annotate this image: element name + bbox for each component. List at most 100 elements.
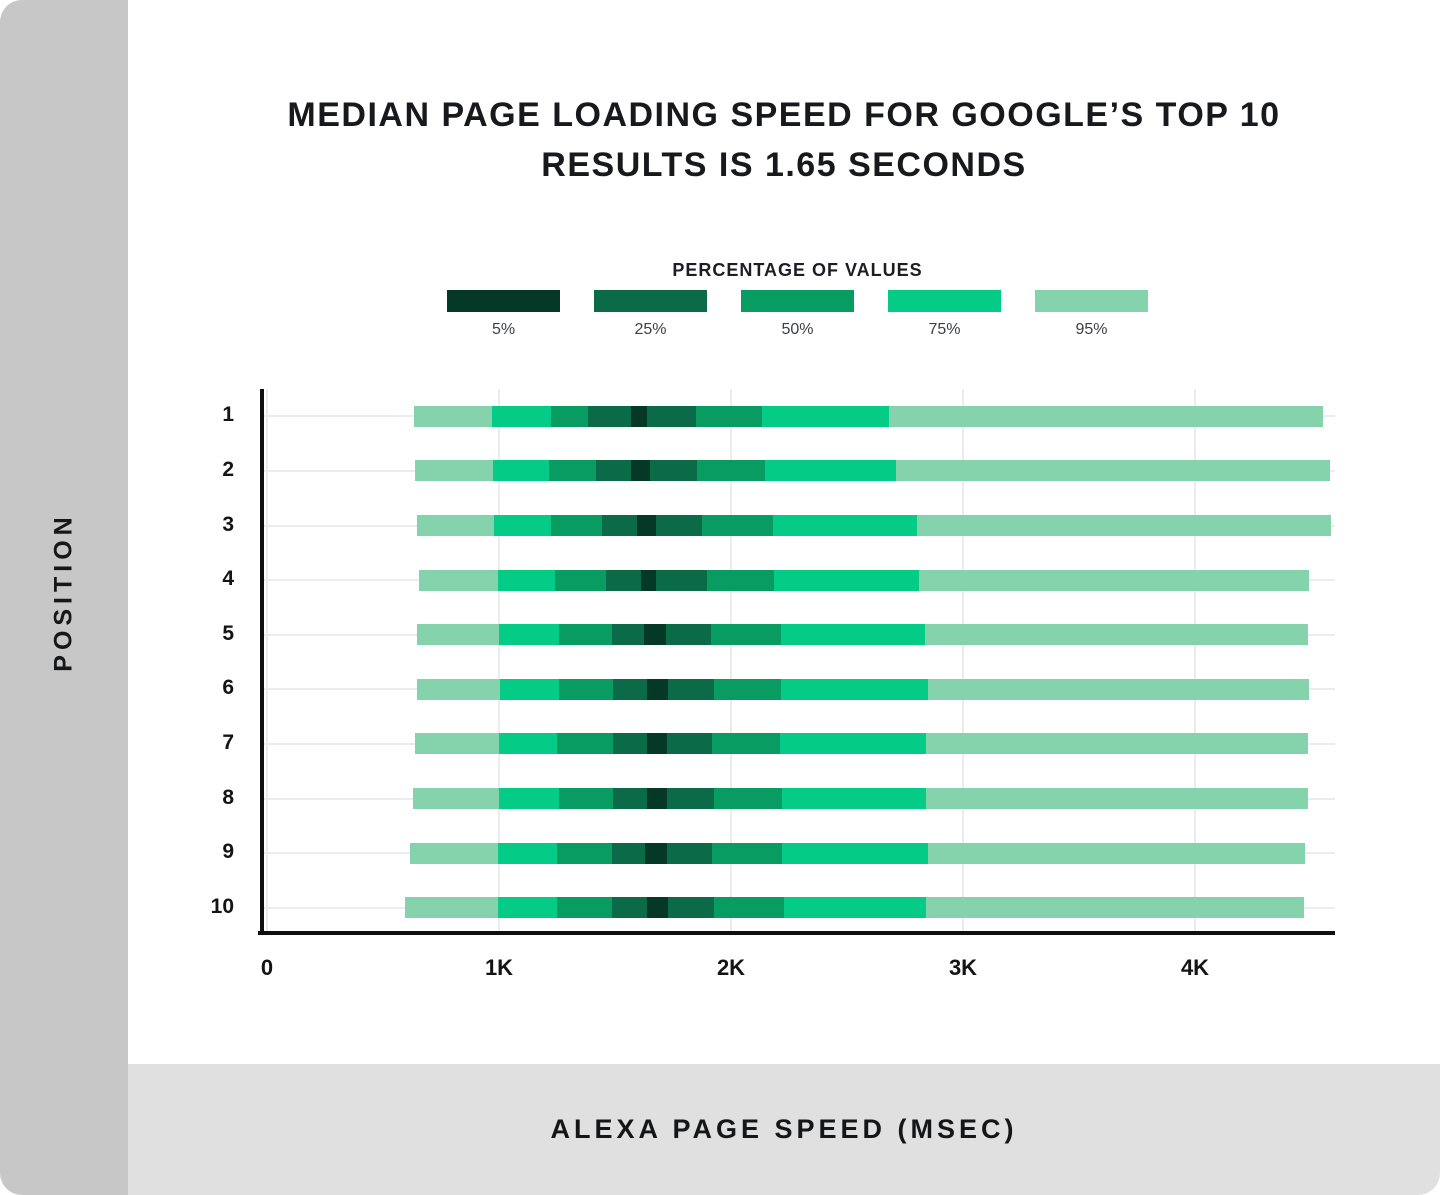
y-tick-label: 8 — [222, 785, 234, 809]
bar-segment — [413, 788, 499, 809]
bar-segment — [494, 515, 552, 536]
bar-segment — [492, 405, 552, 427]
legend-item-label: 75% — [928, 321, 961, 338]
y-tick-label: 3 — [222, 512, 234, 536]
bar-segment — [500, 678, 560, 700]
bar-segment — [713, 678, 781, 700]
bar-segment — [668, 678, 714, 700]
bar-segment — [647, 733, 668, 755]
bar-segment — [499, 788, 560, 809]
y-tick-label: 4 — [222, 567, 234, 591]
bar-segment — [667, 788, 714, 809]
legend-item-label: 5% — [491, 321, 516, 338]
bar-segment — [655, 515, 702, 536]
bar-segment — [888, 405, 1323, 427]
legend-item: 5% — [447, 290, 560, 339]
bar-segment — [631, 405, 648, 427]
legend-title: PERCENTAGE OF VALUES — [672, 260, 923, 280]
bar-segment — [414, 405, 493, 427]
left-sidebar: POSITION — [0, 0, 128, 1195]
bar-segment — [640, 569, 656, 591]
bar-segment — [702, 515, 773, 536]
y-tick-label: 7 — [222, 730, 234, 754]
plot-area — [258, 389, 1335, 935]
bar-segment — [925, 733, 1308, 755]
bar-segment — [647, 678, 669, 700]
bar-segment — [667, 733, 713, 755]
bar-segment — [551, 405, 589, 427]
legend-item: 75% — [888, 290, 1001, 339]
bar-segment — [668, 897, 714, 919]
bar-segment — [780, 624, 925, 646]
bar-segment — [706, 569, 774, 591]
y-tick-label: 10 — [210, 894, 234, 918]
x-tick-label: 3K — [948, 955, 978, 980]
bar-segment — [713, 897, 785, 919]
legend-item-label: 25% — [634, 321, 667, 338]
vertical-gridline — [266, 389, 268, 935]
bar-segment — [647, 897, 669, 919]
bar-segment — [647, 405, 697, 427]
bar-segment — [928, 678, 1309, 700]
legend: PERCENTAGE OF VALUES 5% 25% 50% 75% 95% — [447, 260, 1148, 338]
bar-segment — [405, 897, 498, 919]
legend-item: 25% — [594, 290, 707, 339]
bar-segment — [637, 515, 656, 536]
bar-segment — [415, 460, 494, 482]
legend-swatch — [594, 290, 707, 312]
y-axis-title: POSITION — [49, 512, 78, 672]
bar-segment — [611, 624, 644, 646]
legend-row: 5% 25% 50% 75% 95% — [447, 290, 1148, 339]
legend-item: 50% — [741, 290, 854, 339]
bar-segment — [611, 897, 648, 919]
bar-segment — [649, 460, 698, 482]
legend-swatch — [447, 290, 560, 312]
bar-segment — [925, 897, 1305, 919]
bar-segment — [612, 788, 648, 809]
bar-segment — [762, 405, 889, 427]
bar-segment — [611, 842, 646, 864]
chart-title-line-1: MEDIAN PAGE LOADING SPEED FOR GOOGLE’S T… — [287, 96, 1281, 134]
bar-segment — [666, 624, 712, 646]
bar-segment — [696, 405, 763, 427]
bar-segment — [559, 624, 612, 646]
vertical-gridline — [962, 389, 964, 935]
y-tick-label: 5 — [222, 621, 234, 645]
bar-segment — [647, 788, 668, 809]
y-tick-label: 6 — [222, 676, 234, 700]
bar-segment — [559, 678, 613, 700]
bar-segment — [418, 569, 498, 591]
bar-segment — [631, 460, 650, 482]
bar-segment — [497, 897, 557, 919]
bar-segment — [711, 624, 781, 646]
chart-title-line-2: RESULTS IS 1.65 SECONDS — [541, 146, 1027, 184]
y-tick-label: 1 — [222, 403, 234, 427]
bar-segment — [409, 842, 498, 864]
bar-segment — [493, 460, 549, 482]
x-axis-line — [258, 931, 1335, 935]
bar-segment — [416, 678, 501, 700]
bar-segment — [557, 897, 612, 919]
bar-segment — [415, 733, 499, 755]
bar-segment — [918, 569, 1309, 591]
bar-segment — [497, 842, 557, 864]
bar-segment — [548, 460, 597, 482]
bar-segment — [916, 515, 1331, 536]
y-tick-label: 2 — [222, 457, 234, 481]
vertical-gridline — [498, 389, 500, 935]
bar-segment — [559, 788, 613, 809]
bar-segment — [655, 569, 707, 591]
bar-segment — [554, 569, 606, 591]
bar-segment — [764, 460, 896, 482]
bar-segment — [712, 842, 783, 864]
bar-segment — [557, 733, 613, 755]
legend-swatch — [888, 290, 1001, 312]
legend-item-label: 95% — [1075, 321, 1108, 338]
bar-segment — [596, 460, 632, 482]
legend-swatch — [741, 290, 854, 312]
vertical-gridline — [730, 389, 732, 935]
vertical-gridline — [1194, 389, 1196, 935]
x-tick-label: 0 — [260, 955, 274, 980]
bar-segment — [557, 842, 612, 864]
